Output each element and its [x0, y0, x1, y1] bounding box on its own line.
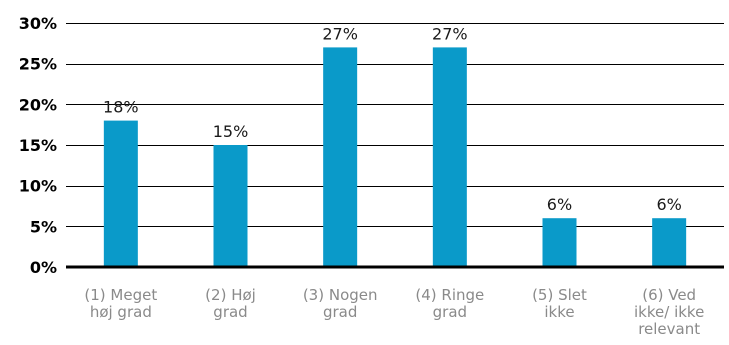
- bar-6: [652, 218, 686, 267]
- data-labels: 18% 15% 27% 27% 6% 6%: [103, 24, 682, 214]
- y-tick-label: 30%: [19, 14, 57, 33]
- y-tick-label: 25%: [19, 55, 57, 74]
- y-tick-label: 15%: [19, 136, 57, 155]
- y-tick-label: 20%: [19, 95, 57, 114]
- y-tick-label: 5%: [30, 217, 57, 236]
- data-label: 18%: [103, 98, 139, 117]
- data-label: 27%: [322, 24, 358, 43]
- data-label: 6%: [656, 195, 681, 214]
- y-tick-label: 10%: [19, 177, 57, 196]
- gridlines: [66, 24, 724, 227]
- x-axis-ticks: (1) Meget høj grad (2) Høj grad (3) Nogen gra…: [84, 286, 704, 338]
- x-tick-label: (6) Ved ikke/ ikke relevant: [634, 286, 704, 338]
- bar-2: [214, 145, 248, 267]
- x-tick-label: (3) Nogen grad: [303, 286, 378, 321]
- data-label: 15%: [213, 122, 249, 141]
- bar-1: [104, 121, 138, 267]
- bar-5: [543, 218, 577, 267]
- bar-4: [433, 47, 467, 267]
- x-tick-label: (2) Høj grad: [205, 286, 256, 321]
- bar-3: [323, 47, 357, 267]
- y-axis-ticks: 0% 5% 10% 15% 20% 25% 30%: [19, 14, 57, 277]
- data-label: 27%: [432, 24, 468, 43]
- x-tick-label: (5) Slet ikke: [532, 286, 587, 321]
- x-tick-label: (1) Meget høj grad: [84, 286, 157, 321]
- x-tick-label: (4) Ringe grad: [415, 286, 484, 321]
- data-label: 6%: [547, 195, 572, 214]
- y-tick-label: 0%: [30, 258, 57, 277]
- bars: [104, 47, 686, 267]
